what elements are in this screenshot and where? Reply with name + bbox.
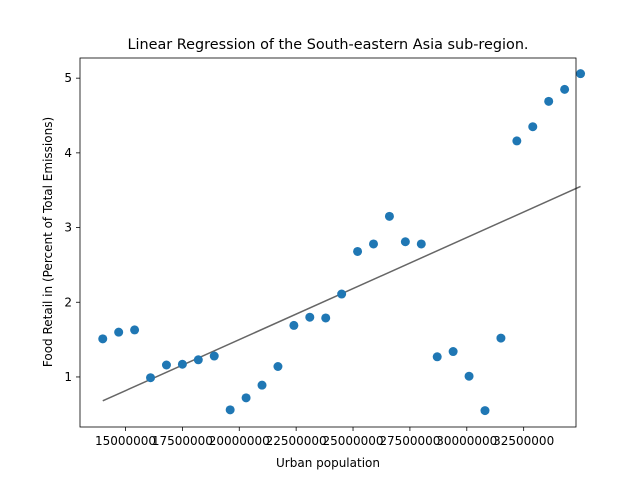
axes-frame xyxy=(79,57,577,428)
data-point xyxy=(130,325,140,335)
data-point xyxy=(193,355,203,365)
data-point xyxy=(241,393,251,403)
y-tick-label: 1 xyxy=(64,370,72,384)
data-point xyxy=(560,84,570,94)
y-tick-label: 3 xyxy=(64,221,72,235)
x-tick-label: 32500000 xyxy=(493,434,554,448)
x-tick-label: 20000000 xyxy=(209,434,270,448)
y-tick-label: 2 xyxy=(64,295,72,309)
data-point xyxy=(209,351,219,361)
data-point xyxy=(257,380,267,390)
data-point xyxy=(177,359,187,369)
data-point xyxy=(98,334,108,344)
data-point xyxy=(321,313,331,323)
data-point xyxy=(161,360,171,370)
data-point xyxy=(384,211,394,221)
data-point xyxy=(273,361,283,371)
x-axis-ticks: 1500000017500000200000002250000025000000… xyxy=(95,427,554,448)
x-tick-label: 25000000 xyxy=(322,434,383,448)
data-point xyxy=(114,327,124,337)
y-tick-label: 5 xyxy=(64,71,72,85)
data-point xyxy=(416,239,426,249)
data-point xyxy=(146,373,156,383)
x-tick-label: 17500000 xyxy=(152,434,213,448)
data-point xyxy=(544,96,554,106)
chart-title: Linear Regression of the South-eastern A… xyxy=(127,37,528,53)
x-tick-label: 30000000 xyxy=(436,434,497,448)
plot-area xyxy=(98,69,586,416)
x-tick-label: 22500000 xyxy=(266,434,327,448)
data-point xyxy=(432,352,442,362)
data-point xyxy=(576,69,586,79)
data-point xyxy=(289,320,299,330)
data-point xyxy=(400,237,410,247)
data-point xyxy=(480,406,490,416)
data-point xyxy=(528,122,538,132)
x-axis-label: Urban population xyxy=(276,456,380,470)
data-point xyxy=(337,289,347,299)
data-point xyxy=(496,333,506,343)
x-tick-label: 27500000 xyxy=(379,434,440,448)
data-point xyxy=(448,347,458,357)
data-point xyxy=(369,239,379,249)
data-point xyxy=(512,136,522,146)
y-axis-label: Food Retail in (Percent of Total Emissio… xyxy=(41,117,55,367)
data-point xyxy=(225,405,235,415)
x-tick-label: 15000000 xyxy=(95,434,156,448)
data-point xyxy=(464,371,474,381)
y-axis-ticks: 1 2 3 4 5 xyxy=(64,71,80,384)
data-point xyxy=(353,246,363,256)
y-tick-label: 4 xyxy=(64,146,72,160)
data-point xyxy=(305,312,315,322)
